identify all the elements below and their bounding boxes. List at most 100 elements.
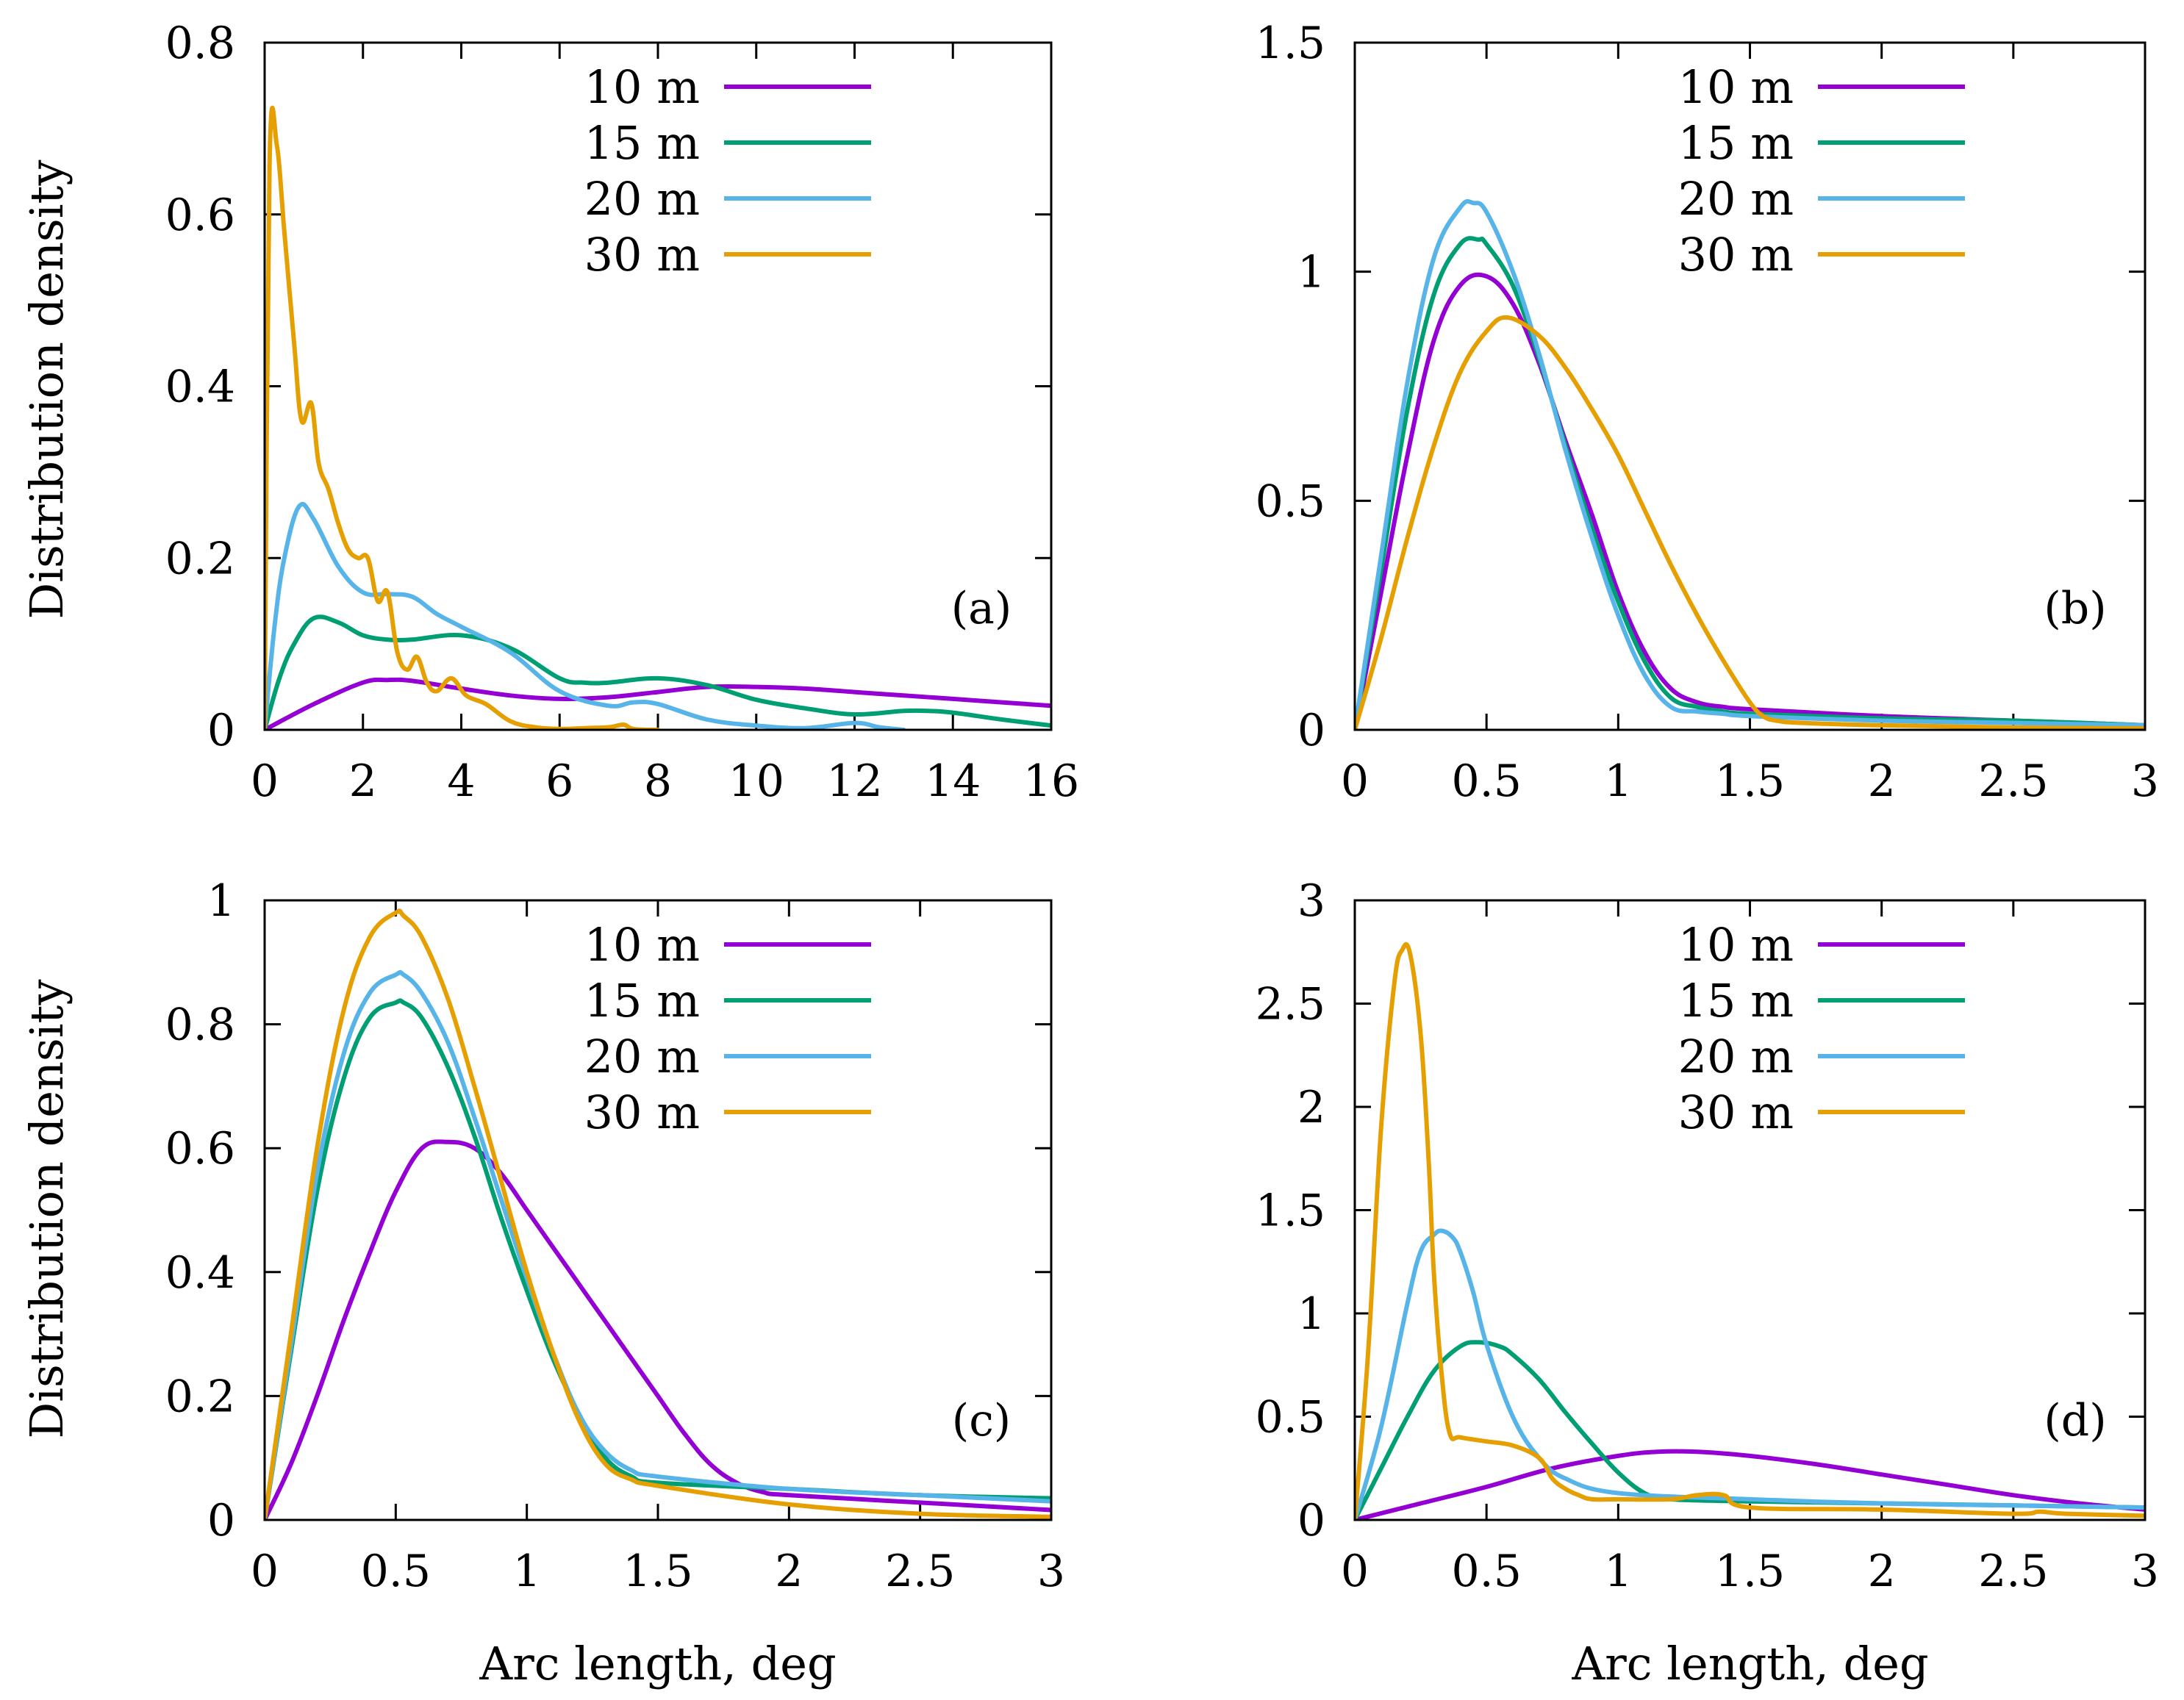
series-line-30-m: [265, 908, 1051, 1520]
series-line-20-m: [265, 501, 906, 730]
y-tick-label: 1.5: [1256, 1186, 1325, 1237]
panel-d: 0 0.5 1 1.5 2 2.5 3 0 0.5 1 1.5 2 2.5 3 10 m15 m20 m30…: [1256, 875, 2160, 1597]
x-axis-label-right: Arc length, deg: [1571, 1637, 1928, 1690]
series-line-15-m: [265, 998, 1051, 1520]
y-tick-label: 2: [1297, 1082, 1325, 1133]
x-tick-label: 0.5: [1451, 1546, 1521, 1597]
legend-label-20-m: 20 m: [584, 172, 700, 226]
y-tick-label: 0.8: [165, 1000, 235, 1051]
x-tick-label: 2: [1868, 756, 1896, 807]
y-tick-label: 0.4: [165, 362, 235, 413]
panel-b: 0 0.5 1 1.5 2 2.5 3 0 0.5 1 1.5 10 m15 m20 m30 m (b): [1256, 18, 2160, 807]
x-tick-label: 1: [513, 1546, 541, 1597]
series-line-10-m: [265, 1139, 1051, 1520]
plot-frame: [1353, 41, 2147, 731]
y-tick-label: 0.2: [165, 533, 235, 584]
series-line-20-m: [265, 969, 1051, 1520]
x-tick-label: 1: [1604, 1546, 1632, 1597]
series-line-10-m: [1355, 1449, 2145, 1520]
y-tick-label: 3: [1297, 875, 1325, 927]
y-tick-label: 0.4: [165, 1247, 235, 1299]
series-line-10-m: [265, 677, 1051, 730]
legend-label-30-m: 30 m: [584, 228, 700, 281]
y-tick-label: 1.5: [1256, 18, 1325, 69]
series-line-30-m: [1355, 942, 2145, 1520]
legend-label-15-m: 15 m: [584, 974, 700, 1027]
y-tick-label: 0.8: [165, 18, 235, 69]
series-line-20-m: [1355, 198, 2145, 730]
legend-label-15-m: 15 m: [584, 116, 700, 170]
y-tick-label: 0.6: [165, 1123, 235, 1174]
x-tick-label: 2: [349, 756, 377, 807]
series-line-20-m: [1355, 1228, 2145, 1520]
x-tick-label: 1.5: [1715, 1546, 1785, 1597]
x-tick-label: 2: [775, 1546, 803, 1597]
y-tick-label: 0: [207, 1495, 235, 1546]
x-tick-label: 16: [1023, 756, 1079, 807]
series-line-15-m: [1355, 1340, 2145, 1520]
series-line-15-m: [265, 614, 1051, 730]
x-tick-label: 2.5: [885, 1546, 955, 1597]
panel-label: (b): [2044, 583, 2106, 634]
y-tick-label: 0.6: [165, 190, 235, 241]
series-line-10-m: [1355, 272, 2145, 730]
legend-label-30-m: 30 m: [584, 1086, 700, 1139]
plot-frame: [263, 41, 1053, 731]
legend-label-30-m: 30 m: [1678, 228, 1794, 281]
panel-c: 0 0.5 1 1.5 2 2.5 3 0 0.2 0.4 0.6 0.8 1 10 m15 m20 m3…: [165, 875, 1066, 1597]
x-tick-label: 1.5: [623, 1546, 692, 1597]
x-tick-label: 2.5: [1978, 756, 2048, 807]
legend-label-10-m: 10 m: [584, 918, 700, 972]
x-tick-label: 0: [1341, 1546, 1369, 1597]
x-tick-label: 2.5: [1978, 1546, 2048, 1597]
y-tick-label: 0.2: [165, 1371, 235, 1422]
y-tick-label: 1: [207, 875, 235, 927]
series-line-30-m: [1355, 315, 2145, 730]
x-tick-label: 12: [826, 756, 882, 807]
y-tick-label: 1: [1297, 1288, 1325, 1340]
x-tick-label: 1.5: [1715, 756, 1785, 807]
plot-frame: [1353, 899, 2147, 1521]
x-tick-label: 10: [728, 756, 784, 807]
y-tick-label: 2.5: [1256, 979, 1325, 1030]
legend-label-10-m: 10 m: [584, 60, 700, 114]
x-tick-label: 6: [545, 756, 573, 807]
legend-label-20-m: 20 m: [1678, 1030, 1794, 1083]
legend-label-10-m: 10 m: [1678, 918, 1794, 972]
y-tick-label: 0: [1297, 705, 1325, 756]
x-tick-label: 4: [447, 756, 475, 807]
panel-label: (a): [951, 583, 1012, 634]
y-tick-label: 0.5: [1256, 1392, 1325, 1443]
plot-frame: [263, 899, 1053, 1521]
x-tick-label: 0.5: [1451, 756, 1521, 807]
y-tick-label: 0.5: [1256, 476, 1325, 527]
x-tick-label: 14: [925, 756, 981, 807]
x-tick-label: 0.5: [361, 1546, 431, 1597]
y-tick-label: 0: [207, 705, 235, 756]
x-tick-label: 2: [1868, 1546, 1896, 1597]
panel-label: (c): [952, 1395, 1011, 1446]
series-line-15-m: [1355, 236, 2145, 730]
legend-label-20-m: 20 m: [584, 1030, 700, 1083]
x-tick-label: 3: [1037, 1546, 1065, 1597]
legend-label-15-m: 15 m: [1678, 116, 1794, 170]
legend-label-20-m: 20 m: [1678, 172, 1794, 226]
x-tick-label: 0: [251, 756, 279, 807]
panel-a: 0 2 4 6 8 10 12 14 16 0 0.2 0.4 0.6 0.8 10 m15 m20 m30…: [165, 18, 1080, 807]
panel-label: (d): [2044, 1395, 2106, 1446]
x-tick-label: 1: [1604, 756, 1632, 807]
legend-label-15-m: 15 m: [1678, 974, 1794, 1027]
series-line-30-m: [265, 105, 660, 730]
legend-label-30-m: 30 m: [1678, 1086, 1794, 1139]
y-tick-label: 1: [1297, 247, 1325, 298]
y-axis-label-bottom: Distribution density: [20, 980, 74, 1439]
x-tick-label: 0: [1341, 756, 1369, 807]
x-axis-label-left: Arc length, deg: [479, 1637, 836, 1690]
x-tick-label: 3: [2131, 756, 2159, 807]
y-axis-label-top: Distribution density: [20, 160, 74, 620]
legend-label-10-m: 10 m: [1678, 60, 1794, 114]
x-tick-label: 0: [251, 1546, 279, 1597]
x-tick-label: 8: [644, 756, 672, 807]
y-tick-label: 0: [1297, 1495, 1325, 1546]
